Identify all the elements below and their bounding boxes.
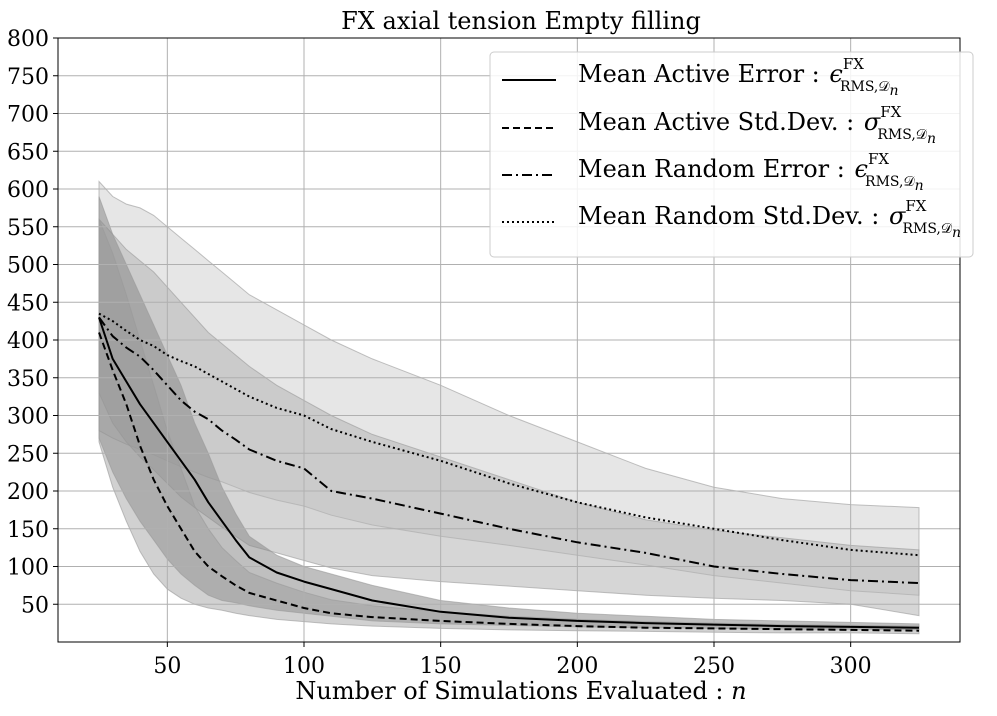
x-tick-label: 250 [693, 654, 735, 679]
x-axis-label-text: Number of Simulations Evaluated : [295, 677, 731, 705]
y-tick-label: 800 [7, 27, 49, 52]
y-tick-label: 600 [7, 178, 49, 203]
x-tick-label: 100 [283, 654, 325, 679]
y-tick-label: 500 [7, 254, 49, 279]
legend-name: Mean Active Std.Dev. : [578, 108, 862, 136]
y-tick-label: 700 [7, 103, 49, 128]
y-tick-label: 300 [7, 405, 49, 430]
y-axis-ticks: 50 100 150 200 250 300 350 400 450 500 550 600 650 70… [7, 27, 58, 618]
legend-name: Mean Random Error : [578, 155, 853, 183]
legend-subscript: RMS,𝒟 [902, 221, 952, 237]
legend-label-3: Mean Random Error : ϵFX RMS,𝒟n [578, 150, 924, 194]
y-tick-label: 350 [7, 367, 49, 392]
series-line-4 [98, 312, 920, 557]
legend-symbol: σ [889, 202, 906, 230]
legend-label-4: Mean Random Std.Dev. : σFX RMS,𝒟n [578, 197, 961, 241]
y-tick-label: 100 [7, 556, 49, 581]
x-axis-label: Number of Simulations Evaluated : n [295, 677, 746, 705]
legend-name: Mean Random Std.Dev. : [578, 202, 887, 230]
x-axis-label-variable: n [731, 677, 746, 705]
legend-subsubscript: n [915, 178, 924, 194]
legend-symbol: ϵ [855, 155, 868, 183]
series-lines [98, 312, 920, 632]
legend-superscript: FX [905, 197, 926, 215]
series-line-2 [98, 332, 920, 632]
legend-subscript: RMS,𝒟 [840, 79, 890, 95]
y-tick-label: 650 [7, 140, 49, 165]
legend-name: Mean Active Error : [578, 60, 827, 88]
legend-box [489, 51, 974, 258]
x-axis-ticks: 50 100 150 200 250 300 [153, 642, 872, 679]
legend-subsubscript: n [890, 83, 899, 99]
legend-subsubscript: n [952, 225, 961, 241]
y-tick-label: 550 [7, 216, 49, 241]
x-tick-label: 300 [830, 654, 872, 679]
x-tick-label: 50 [153, 654, 181, 679]
legend-symbol: σ [864, 108, 881, 136]
y-tick-label: 250 [7, 442, 49, 467]
legend-label-1: Mean Active Error : ϵFX RMS,𝒟n [578, 55, 899, 99]
legend-superscript: FX [880, 103, 901, 121]
y-tick-label: 750 [7, 65, 49, 90]
legend-subscript: RMS,𝒟 [865, 174, 915, 190]
y-tick-label: 200 [7, 480, 49, 505]
legend-label-2: Mean Active Std.Dev. : σFX RMS,𝒟n [578, 103, 936, 147]
series-line-3 [98, 316, 920, 585]
x-tick-label: 150 [420, 654, 462, 679]
legend-superscript: FX [843, 55, 864, 73]
chart-title: FX axial tension Empty filling [341, 7, 701, 35]
y-tick-label: 450 [7, 291, 49, 316]
legend-symbol: ϵ [829, 60, 842, 88]
legend-superscript: FX [868, 150, 889, 168]
series-line-1 [98, 317, 920, 629]
x-tick-label: 200 [556, 654, 598, 679]
y-tick-label: 150 [7, 518, 49, 543]
legend-subscript: RMS,𝒟 [877, 127, 927, 143]
legend-subsubscript: n [927, 131, 936, 147]
y-tick-label: 50 [21, 593, 49, 618]
y-tick-label: 400 [7, 329, 49, 354]
